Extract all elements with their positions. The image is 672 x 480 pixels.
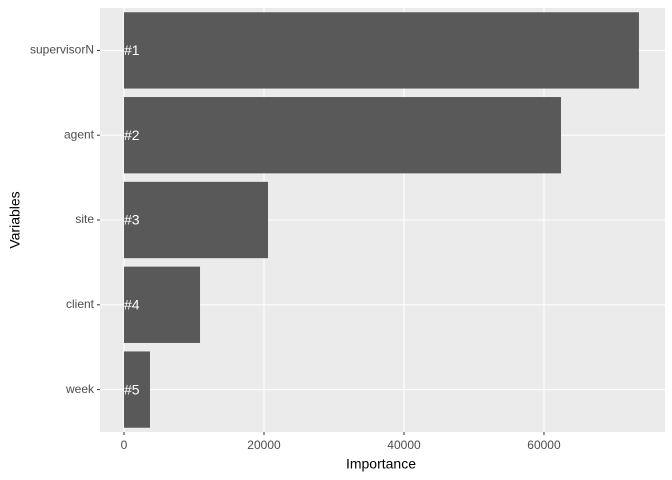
y-tick-label: supervisorN — [30, 43, 94, 57]
y-axis-title: Variables — [7, 191, 23, 248]
bar — [124, 266, 201, 343]
bar — [124, 12, 639, 89]
x-axis-title: Importance — [346, 456, 416, 472]
x-tick-label: 0 — [121, 438, 128, 452]
bar-label: #3 — [124, 212, 140, 228]
y-tick-label: client — [66, 297, 95, 311]
bar-label: #4 — [124, 297, 140, 313]
bar-label: #5 — [124, 381, 140, 397]
x-tick-label: 40000 — [387, 438, 421, 452]
bar — [124, 97, 561, 174]
y-tick-label: agent — [64, 127, 95, 141]
x-tick-label: 20000 — [247, 438, 281, 452]
bar — [124, 351, 150, 428]
y-tick-label: week — [65, 382, 95, 396]
bar — [124, 181, 268, 259]
bar-label: #1 — [124, 42, 140, 58]
bar-label: #2 — [124, 127, 140, 143]
y-tick-label: site — [75, 212, 94, 226]
x-tick-label: 60000 — [527, 438, 561, 452]
